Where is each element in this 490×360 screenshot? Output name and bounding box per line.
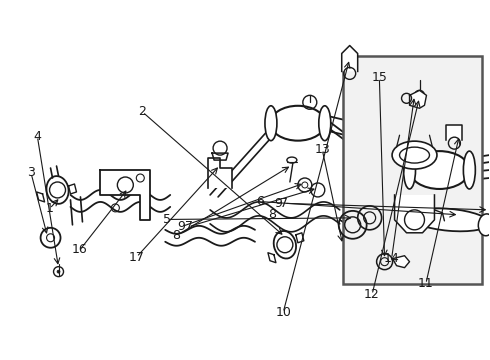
Circle shape bbox=[57, 270, 60, 273]
Ellipse shape bbox=[392, 141, 437, 169]
Ellipse shape bbox=[274, 231, 296, 258]
Ellipse shape bbox=[270, 106, 325, 141]
Text: 15: 15 bbox=[371, 71, 387, 84]
Text: 5: 5 bbox=[163, 213, 171, 226]
Polygon shape bbox=[446, 125, 463, 140]
Text: 10: 10 bbox=[275, 306, 291, 319]
Polygon shape bbox=[342, 45, 358, 71]
Text: 8: 8 bbox=[172, 229, 181, 242]
Ellipse shape bbox=[47, 176, 69, 204]
Text: 2: 2 bbox=[139, 105, 147, 118]
Text: 7: 7 bbox=[185, 220, 193, 233]
Text: 9: 9 bbox=[274, 197, 282, 210]
Text: 13: 13 bbox=[314, 143, 330, 156]
Text: 12: 12 bbox=[364, 288, 380, 301]
Text: 8: 8 bbox=[268, 208, 276, 221]
Text: 14: 14 bbox=[384, 252, 399, 265]
Text: 16: 16 bbox=[72, 243, 88, 256]
Polygon shape bbox=[410, 90, 426, 108]
Ellipse shape bbox=[478, 214, 490, 236]
Polygon shape bbox=[100, 170, 150, 220]
Ellipse shape bbox=[410, 151, 469, 189]
Ellipse shape bbox=[319, 106, 331, 141]
Polygon shape bbox=[394, 195, 435, 233]
Ellipse shape bbox=[410, 208, 489, 231]
Polygon shape bbox=[208, 158, 232, 188]
Ellipse shape bbox=[404, 151, 416, 189]
Text: 4: 4 bbox=[33, 130, 41, 143]
Polygon shape bbox=[392, 256, 410, 268]
Bar bbox=[343, 56, 482, 284]
Ellipse shape bbox=[464, 151, 475, 189]
Text: 7: 7 bbox=[280, 197, 288, 210]
Text: 6: 6 bbox=[256, 195, 264, 208]
Polygon shape bbox=[212, 153, 228, 160]
Text: 1: 1 bbox=[46, 202, 53, 215]
Ellipse shape bbox=[405, 204, 420, 226]
Text: 11: 11 bbox=[418, 278, 434, 291]
Text: 3: 3 bbox=[27, 166, 35, 179]
Text: 17: 17 bbox=[128, 251, 145, 264]
Text: 9: 9 bbox=[177, 220, 185, 233]
Ellipse shape bbox=[265, 106, 277, 141]
